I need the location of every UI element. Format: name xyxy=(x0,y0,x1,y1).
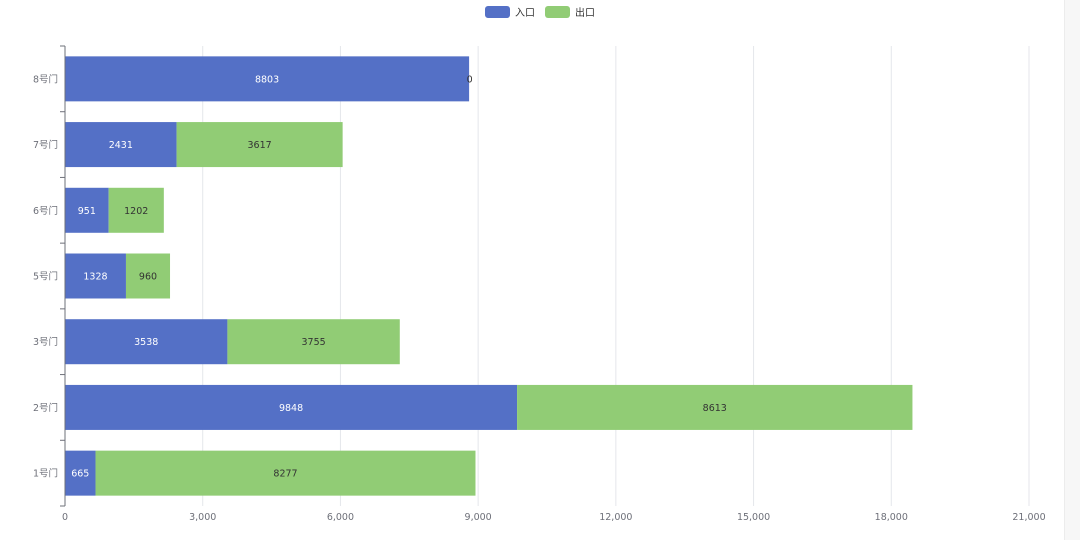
bar-segment-entrance[interactable] xyxy=(65,187,109,233)
bar-segment-entrance[interactable] xyxy=(65,253,126,299)
data-labels: 665 8277 9848 8613 3538 3755 1328 960 951 1202 243… xyxy=(71,74,727,479)
legend-label[interactable]: 入口 xyxy=(515,8,535,19)
x-tick-label: 9,000 xyxy=(465,512,492,523)
bar-value-label: 8613 xyxy=(703,403,727,414)
x-tick-label: 0 xyxy=(62,512,68,523)
x-tick-label: 15,000 xyxy=(737,512,770,523)
y-category-label: 3号门 xyxy=(33,336,58,348)
bar-segment-entrance[interactable] xyxy=(65,56,470,102)
bar-value-label: 951 xyxy=(78,206,96,217)
bar-value-label: 9848 xyxy=(279,403,303,414)
bar-segment-exit[interactable] xyxy=(125,253,171,299)
page-scroll-edge xyxy=(1064,0,1080,540)
legend-swatch[interactable] xyxy=(485,6,510,18)
bar-value-label: 1202 xyxy=(124,206,148,217)
bar-segment-entrance[interactable] xyxy=(65,122,177,168)
bar-segment-entrance[interactable] xyxy=(65,384,518,430)
axes: 0 3,000 6,000 9,000 12,000 15,000 18,000 21,000… xyxy=(33,45,1046,523)
legend[interactable]: 入口 出口 xyxy=(485,6,595,19)
bar-value-label: 8803 xyxy=(255,74,279,85)
y-category-label: 8号门 xyxy=(33,73,58,85)
y-category-label: 6号门 xyxy=(33,205,58,217)
bar-segment-exit[interactable] xyxy=(517,384,913,430)
y-category-label: 2号门 xyxy=(33,402,58,414)
x-tick-label: 12,000 xyxy=(599,512,632,523)
bar-segment-exit[interactable] xyxy=(108,187,164,233)
bar-value-label: 665 xyxy=(71,469,89,480)
bar-segment-exit[interactable] xyxy=(95,450,476,496)
bar-value-label: 2431 xyxy=(109,140,133,151)
bar-segment-exit[interactable] xyxy=(227,319,400,365)
bar-segment-entrance[interactable] xyxy=(65,319,228,365)
bar-value-label: 0 xyxy=(467,74,473,85)
bar-value-label: 8277 xyxy=(273,469,297,480)
bars xyxy=(65,56,913,496)
y-category-label: 5号门 xyxy=(33,271,58,283)
y-category-label: 1号门 xyxy=(33,468,58,480)
y-category-label: 7号门 xyxy=(33,139,58,151)
bar-segment-entrance[interactable] xyxy=(65,450,96,496)
bar-value-label: 960 xyxy=(139,272,157,283)
bar-value-label: 3755 xyxy=(302,337,326,348)
x-tick-label: 18,000 xyxy=(875,512,908,523)
grid-lines xyxy=(202,46,1030,506)
bar-value-label: 1328 xyxy=(83,272,107,283)
x-tick-label: 21,000 xyxy=(1012,512,1045,523)
bar-value-label: 3538 xyxy=(134,337,158,348)
x-tick-label: 3,000 xyxy=(189,512,216,523)
bar-segment-exit[interactable] xyxy=(176,122,343,168)
legend-swatch[interactable] xyxy=(545,6,570,18)
bar-value-label: 3617 xyxy=(248,140,272,151)
x-tick-label: 6,000 xyxy=(327,512,354,523)
legend-label[interactable]: 出口 xyxy=(575,6,595,19)
